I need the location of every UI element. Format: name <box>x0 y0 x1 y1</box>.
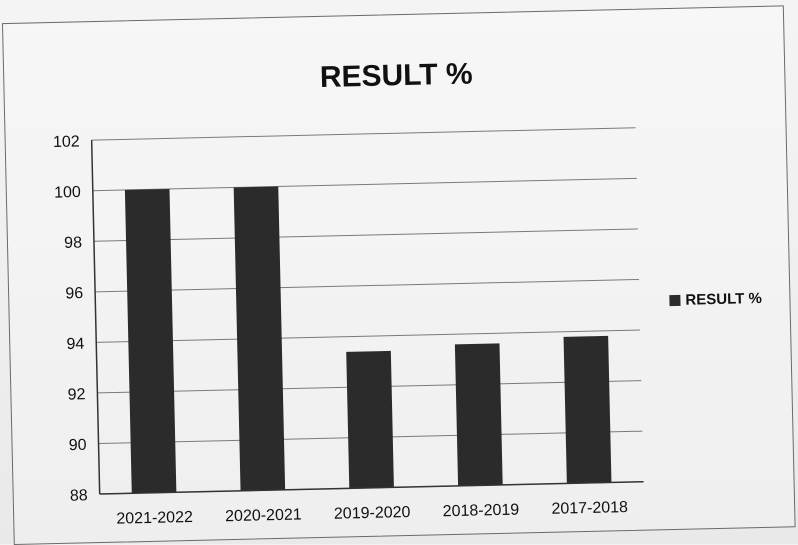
y-tick-label: 102 <box>53 133 80 151</box>
bar <box>124 188 177 494</box>
chart-frame: RESULT % 88 90 92 94 96 98 100 102 2021-2022 202… <box>1 5 796 545</box>
bars <box>124 186 612 494</box>
bar <box>346 350 394 489</box>
y-tick-label: 100 <box>54 184 81 202</box>
y-axis-ticks: 88 90 92 94 96 98 100 102 <box>53 133 88 504</box>
y-tick-label: 94 <box>66 336 84 353</box>
x-tick-label: 2019-2020 <box>334 504 411 523</box>
y-tick-label: 98 <box>64 235 82 252</box>
grid-line <box>96 329 641 343</box>
legend-swatch <box>669 294 681 307</box>
x-tick-label: 2020-2021 <box>225 506 302 525</box>
grid-line <box>95 278 639 293</box>
y-tick-label: 90 <box>69 437 87 454</box>
grid-line <box>91 127 636 141</box>
grid-line <box>92 177 637 192</box>
bar <box>233 186 286 491</box>
y-axis-line <box>90 140 101 495</box>
x-axis-ticks: 2021-2022 2020-2021 2019-2020 2018-2019 2017… <box>116 499 628 528</box>
x-tick-label: 2021-2022 <box>116 509 193 528</box>
y-tick-label: 92 <box>67 386 85 403</box>
grid-line <box>93 228 638 242</box>
legend-label: RESULT % <box>685 290 762 309</box>
x-tick-label: 2017-2018 <box>551 499 628 518</box>
bar <box>563 335 612 484</box>
x-tick-label: 2018-2019 <box>443 502 520 521</box>
y-tick-label: 96 <box>65 285 83 302</box>
x-axis-line <box>99 480 644 495</box>
bar <box>454 343 503 486</box>
legend: RESULT % <box>669 290 762 309</box>
y-tick-label: 88 <box>70 487 88 504</box>
chart-title: RESULT % <box>320 57 474 93</box>
